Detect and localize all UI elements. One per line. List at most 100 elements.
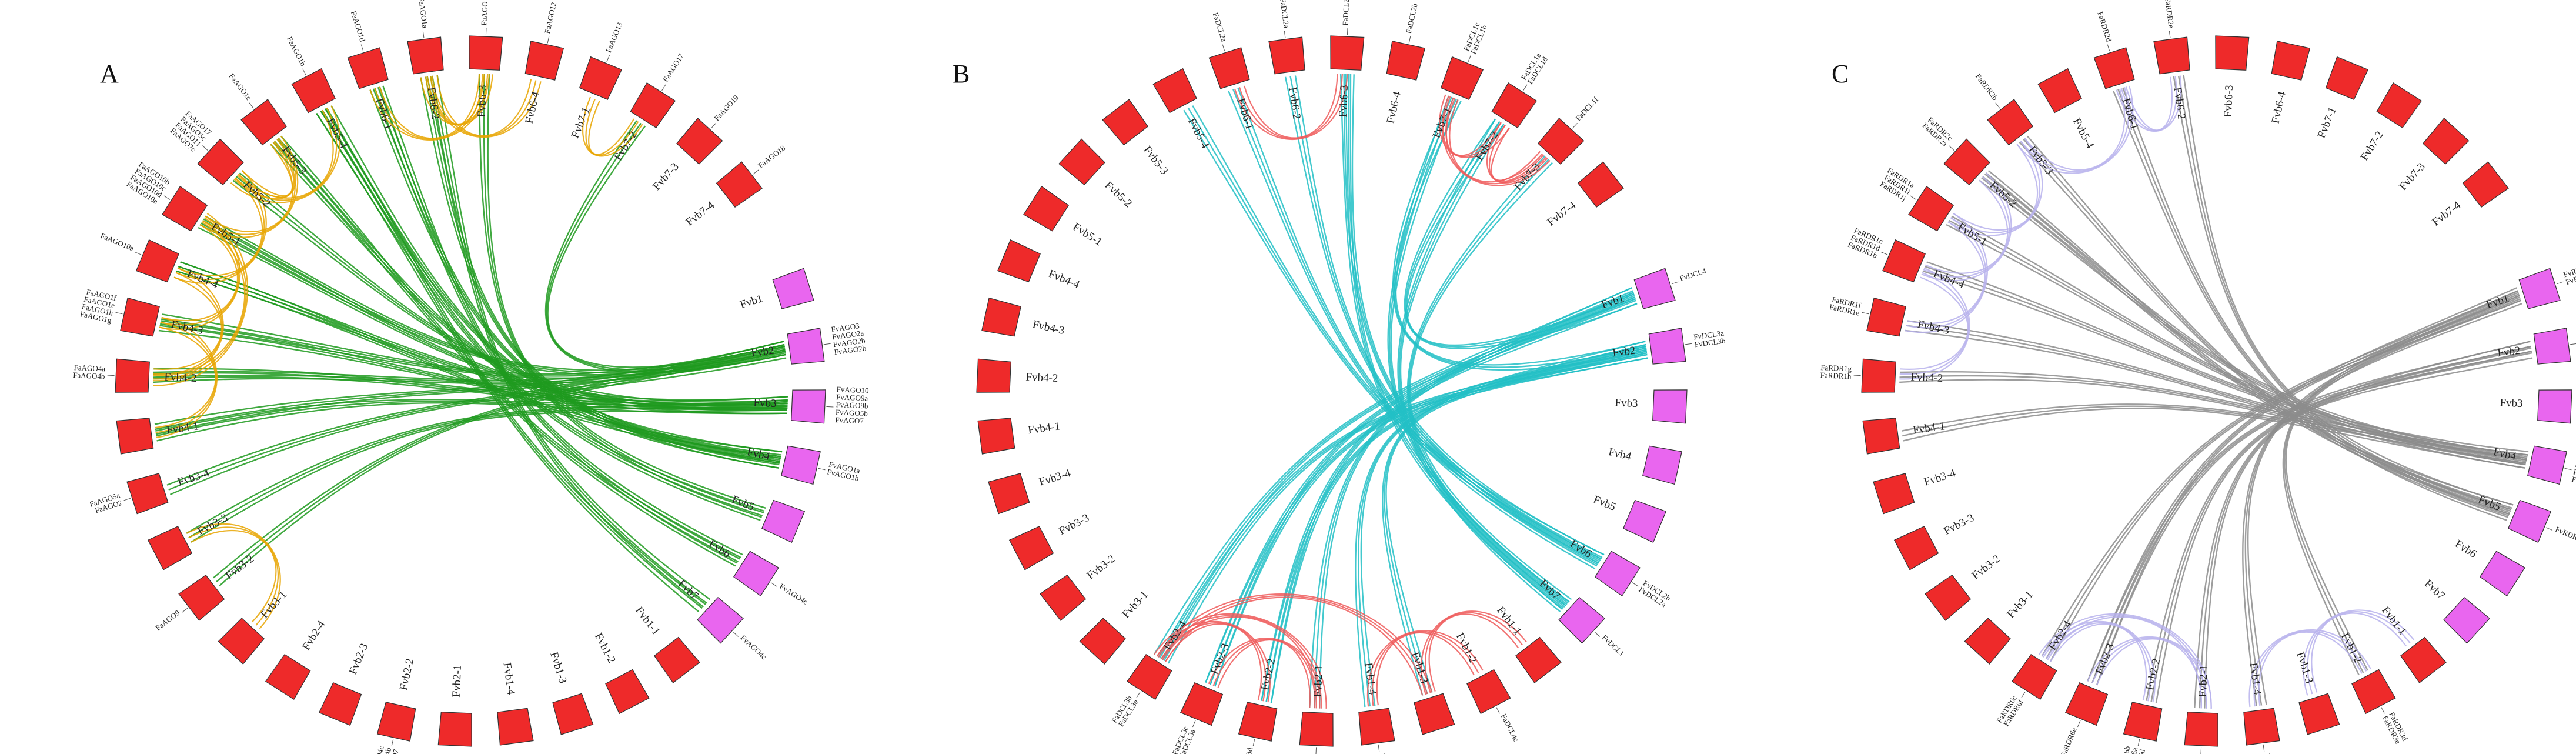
chromosome-label: Fvb3 — [2500, 396, 2523, 410]
chromosome-label: Fvb4 — [1608, 446, 1633, 463]
gene-label: FaAGO1d — [349, 10, 367, 44]
gene-leader — [1496, 707, 1500, 714]
gene-leader — [2077, 720, 2081, 728]
chromosome-block — [1861, 358, 1896, 393]
gene-label-line: FaDCL1f — [1573, 95, 1600, 122]
gene-label-line: FaAGO17 — [661, 52, 686, 84]
inter-link — [2146, 347, 2532, 701]
chromosome-block — [347, 47, 389, 89]
inter-link — [153, 368, 788, 402]
inter-link — [2045, 295, 2520, 659]
gene-label: FaAGO14 — [479, 0, 489, 26]
chromosome-label: Fvb5-3 — [279, 144, 309, 177]
chromosome-label: Fvb2-1 — [2197, 665, 2210, 698]
chromosome-label: Fvb5-3 — [1141, 144, 1170, 177]
gene-label: FaDCL1f — [1573, 95, 1600, 122]
gene-label-line: FvRDR1d — [2571, 475, 2576, 490]
chromosome-block — [1515, 636, 1562, 683]
intra-link — [1165, 623, 1262, 700]
chromosome-block — [2298, 693, 2340, 735]
gene-label: FaAGO9 — [153, 608, 181, 632]
chromosome-block — [552, 693, 594, 735]
inter-link — [1187, 107, 1602, 560]
inter-link — [1985, 172, 2528, 456]
gene-label-line: FvDCL3b — [1694, 336, 1726, 349]
gene-label: FaRDR1aFaRDR1iFaRDR1j — [1877, 166, 1916, 203]
chromosome-label: Fvb2-2 — [2144, 658, 2163, 692]
gene-leader — [2564, 468, 2572, 471]
inter-link — [213, 341, 784, 579]
inter-link — [546, 122, 786, 371]
gene-leader — [1284, 31, 1286, 38]
gene-label-line: FaAGO1c — [227, 72, 253, 102]
chromosome-label: Fvb2-1 — [1312, 665, 1325, 698]
inter-link — [2150, 352, 2532, 702]
chromosome-block — [1642, 445, 1682, 485]
chromosome-label: Fvb2 — [750, 344, 774, 359]
inter-link — [1398, 121, 1565, 609]
chromosome-block — [2533, 328, 2571, 365]
intra-link — [186, 523, 281, 629]
chromosome-label: Fvb3-3 — [1942, 512, 1976, 538]
gene-label-line: FaRDR2e — [2163, 0, 2176, 29]
inter-link — [1951, 215, 2528, 456]
intra-link — [1238, 74, 1343, 139]
intra-link — [2024, 88, 2126, 171]
gene-label-line: FaAGO4a — [73, 363, 105, 373]
intra-link — [2045, 622, 2151, 702]
gene-leader — [2545, 527, 2553, 531]
gene-label-line: FvRDR1c — [2572, 467, 2576, 482]
gene-label-line: FvAGO10 — [836, 385, 869, 395]
inter-link — [191, 409, 788, 543]
intra-link — [2041, 620, 2156, 703]
chromosome-block — [1268, 36, 1305, 75]
inter-link — [1926, 261, 2529, 453]
inter-link — [156, 402, 787, 442]
inter-link — [1394, 98, 1646, 368]
chromosome-label: Fvb4-2 — [164, 371, 197, 385]
gene-label-line: FaAGO1b — [285, 35, 308, 68]
gene-label-line: FvAGO7 — [835, 415, 864, 425]
inter-link — [1163, 352, 1648, 661]
chromosome-block — [162, 185, 208, 232]
inter-link — [487, 74, 766, 509]
chromosome-label: Fvb6-3 — [476, 85, 489, 118]
gene-leader — [1378, 744, 1380, 752]
gene-label: FvAGO3FvAGO2aFvAGO2bFvAGO2b — [831, 321, 867, 356]
gene-label: FaRDR2e — [2163, 0, 2176, 29]
gene-label: FaRDR2cFaRDR2a — [1921, 115, 1954, 148]
intra-link — [1160, 595, 1428, 695]
chromosome-label: Fvb3-4 — [1923, 467, 1957, 489]
inter-link — [436, 75, 711, 600]
chromosome-label: Fvb5 — [1592, 493, 1618, 513]
chromosome-block — [1633, 268, 1676, 309]
gene-label-line: FaAGO14 — [479, 0, 489, 26]
gene-label: FaRDR3c — [2263, 753, 2276, 754]
gene-label: FaRDR6e — [2059, 726, 2079, 754]
gene-label: FaRDR2d — [2096, 11, 2113, 43]
gene-label-line: FvRDR1a — [2574, 460, 2576, 475]
chromosome-block — [1440, 56, 1484, 100]
chromosome-block — [1648, 328, 1686, 365]
gene-label: FvRDR2 — [2554, 525, 2576, 543]
chromosome-block — [1862, 418, 1900, 455]
chromosome-block — [1299, 712, 1334, 747]
inter-link — [1979, 179, 2526, 466]
inter-link — [420, 77, 779, 469]
inter-link — [325, 108, 765, 512]
inter-link — [1982, 176, 2527, 461]
gene-label-line: FaRDR2d — [2096, 11, 2113, 43]
gene-label-line: FaDCL2b — [1404, 2, 1419, 34]
chromosome-label: Fvb2-2 — [1259, 658, 1278, 692]
chromosome-block — [437, 712, 472, 747]
chromosome-block — [2443, 596, 2490, 644]
inter-link — [1405, 121, 1636, 348]
chromosome-label: Fvb4-2 — [1025, 371, 1058, 385]
chromosome-block — [291, 68, 336, 114]
gene-label-line: FvAGO4c — [778, 582, 810, 606]
gene-leader — [107, 375, 115, 376]
gene-label: FaRDR1fFaRDR1e — [1829, 295, 1862, 318]
gene-leader — [1862, 312, 1869, 315]
chromosome-label: Fvb1-2 — [1454, 631, 1479, 665]
